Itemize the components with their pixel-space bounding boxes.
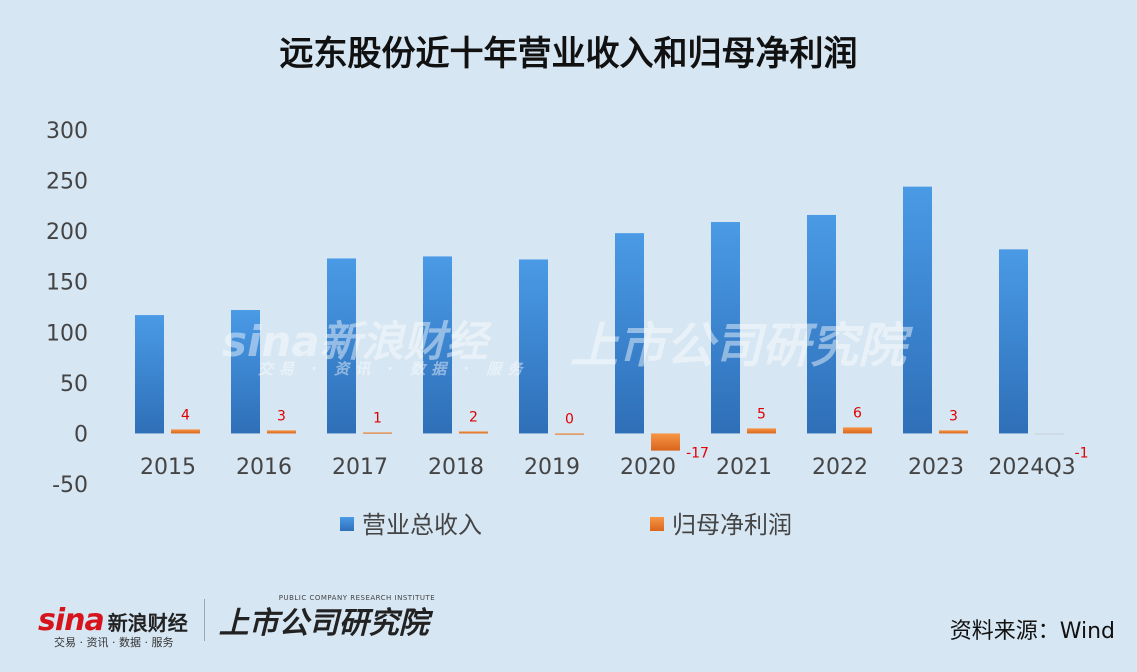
y-tick-label: 50 — [60, 372, 88, 397]
legend: 营业总收入 归母净利润 — [340, 511, 792, 539]
net-profit-data-label: 2 — [469, 409, 478, 425]
bars — [135, 186, 1064, 451]
legend-label: 归母净利润 — [672, 511, 792, 539]
net-profit-bar — [555, 433, 584, 435]
y-tick-label: 250 — [46, 170, 88, 195]
x-tick-label: 2017 — [332, 455, 388, 480]
y-tick-label: 150 — [46, 271, 88, 296]
net-profit-bar — [1035, 433, 1064, 435]
revenue-bar — [423, 256, 452, 434]
x-tick-label: 2019 — [524, 455, 580, 480]
revenue-bar — [711, 222, 740, 434]
y-tick-label: 0 — [74, 422, 88, 447]
x-tick-label: 2018 — [428, 455, 484, 480]
revenue-bar — [999, 249, 1028, 434]
data-labels: 4 3 1 2 0 -17 5 6 3 -1 — [181, 405, 1088, 461]
net-profit-data-label: 3 — [277, 408, 286, 424]
net-profit-data-label: 4 — [181, 407, 190, 423]
legend-swatch — [340, 517, 354, 531]
source-note: 资料来源：Wind — [949, 619, 1115, 644]
revenue-bar — [231, 310, 260, 434]
sina-logo: sina 新浪财经 交易 · 资讯 · 数据 · 服务 — [38, 602, 188, 649]
y-tick-label: 200 — [46, 220, 88, 245]
sina-logo-text: 新浪财经 — [107, 610, 188, 635]
x-tick-label: 2016 — [236, 455, 292, 480]
net-profit-bar — [363, 432, 392, 434]
x-tick-label: 2023 — [908, 455, 964, 480]
institute-logo-text: 上市公司研究院 — [218, 606, 429, 641]
x-tick-label: 2021 — [716, 455, 772, 480]
x-tick-label: 2024Q3 — [988, 455, 1075, 480]
sina-logo-subtitle: 交易 · 资讯 · 数据 · 服务 — [54, 635, 174, 649]
y-tick-label: 300 — [46, 119, 88, 144]
revenue-bar — [615, 233, 644, 434]
sina-logo-mark: sina — [38, 602, 105, 638]
revenue-bar — [807, 214, 836, 434]
revenue-bar — [327, 258, 356, 434]
net-profit-bar — [843, 427, 872, 434]
x-tick-label: 2015 — [140, 455, 196, 480]
y-axis: -50 0 50 100 150 200 250 300 — [46, 119, 88, 498]
net-profit-bar — [459, 431, 488, 434]
revenue-bar — [135, 315, 164, 434]
y-tick-label: -50 — [52, 473, 88, 498]
x-axis: 2015 2016 2017 2018 2019 2020 2021 2022 2023 2024… — [140, 455, 1076, 480]
net-profit-data-label: 0 — [565, 411, 574, 427]
net-profit-data-label: -17 — [686, 445, 709, 461]
net-profit-bar — [267, 430, 296, 434]
institute-logo-english: PUBLIC COMPANY RESEARCH INSTITUTE — [278, 594, 436, 602]
net-profit-data-label: 3 — [949, 408, 958, 424]
y-tick-label: 100 — [46, 321, 88, 346]
x-tick-label: 2020 — [620, 455, 676, 480]
net-profit-data-label: -1 — [1075, 445, 1089, 461]
net-profit-data-label: 6 — [853, 405, 862, 421]
institute-logo: PUBLIC COMPANY RESEARCH INSTITUTE 上市公司研究… — [218, 594, 435, 642]
logo-divider — [203, 599, 205, 641]
net-profit-bar — [939, 430, 968, 434]
chart-title: 远东股份近十年营业收入和归母净利润 — [279, 34, 858, 74]
footer-logo: sina 新浪财经 交易 · 资讯 · 数据 · 服务 PUBLIC COMPA… — [38, 594, 435, 649]
net-profit-bar — [171, 429, 200, 434]
revenue-bar — [903, 186, 932, 434]
x-tick-label: 2022 — [812, 455, 868, 480]
revenue-bar — [519, 259, 548, 434]
net-profit-bar — [747, 428, 776, 434]
legend-label: 营业总收入 — [362, 511, 482, 539]
net-profit-data-label: 5 — [757, 406, 766, 422]
net-profit-data-label: 1 — [373, 410, 382, 426]
net-profit-bar — [651, 433, 680, 451]
legend-swatch — [650, 517, 664, 531]
